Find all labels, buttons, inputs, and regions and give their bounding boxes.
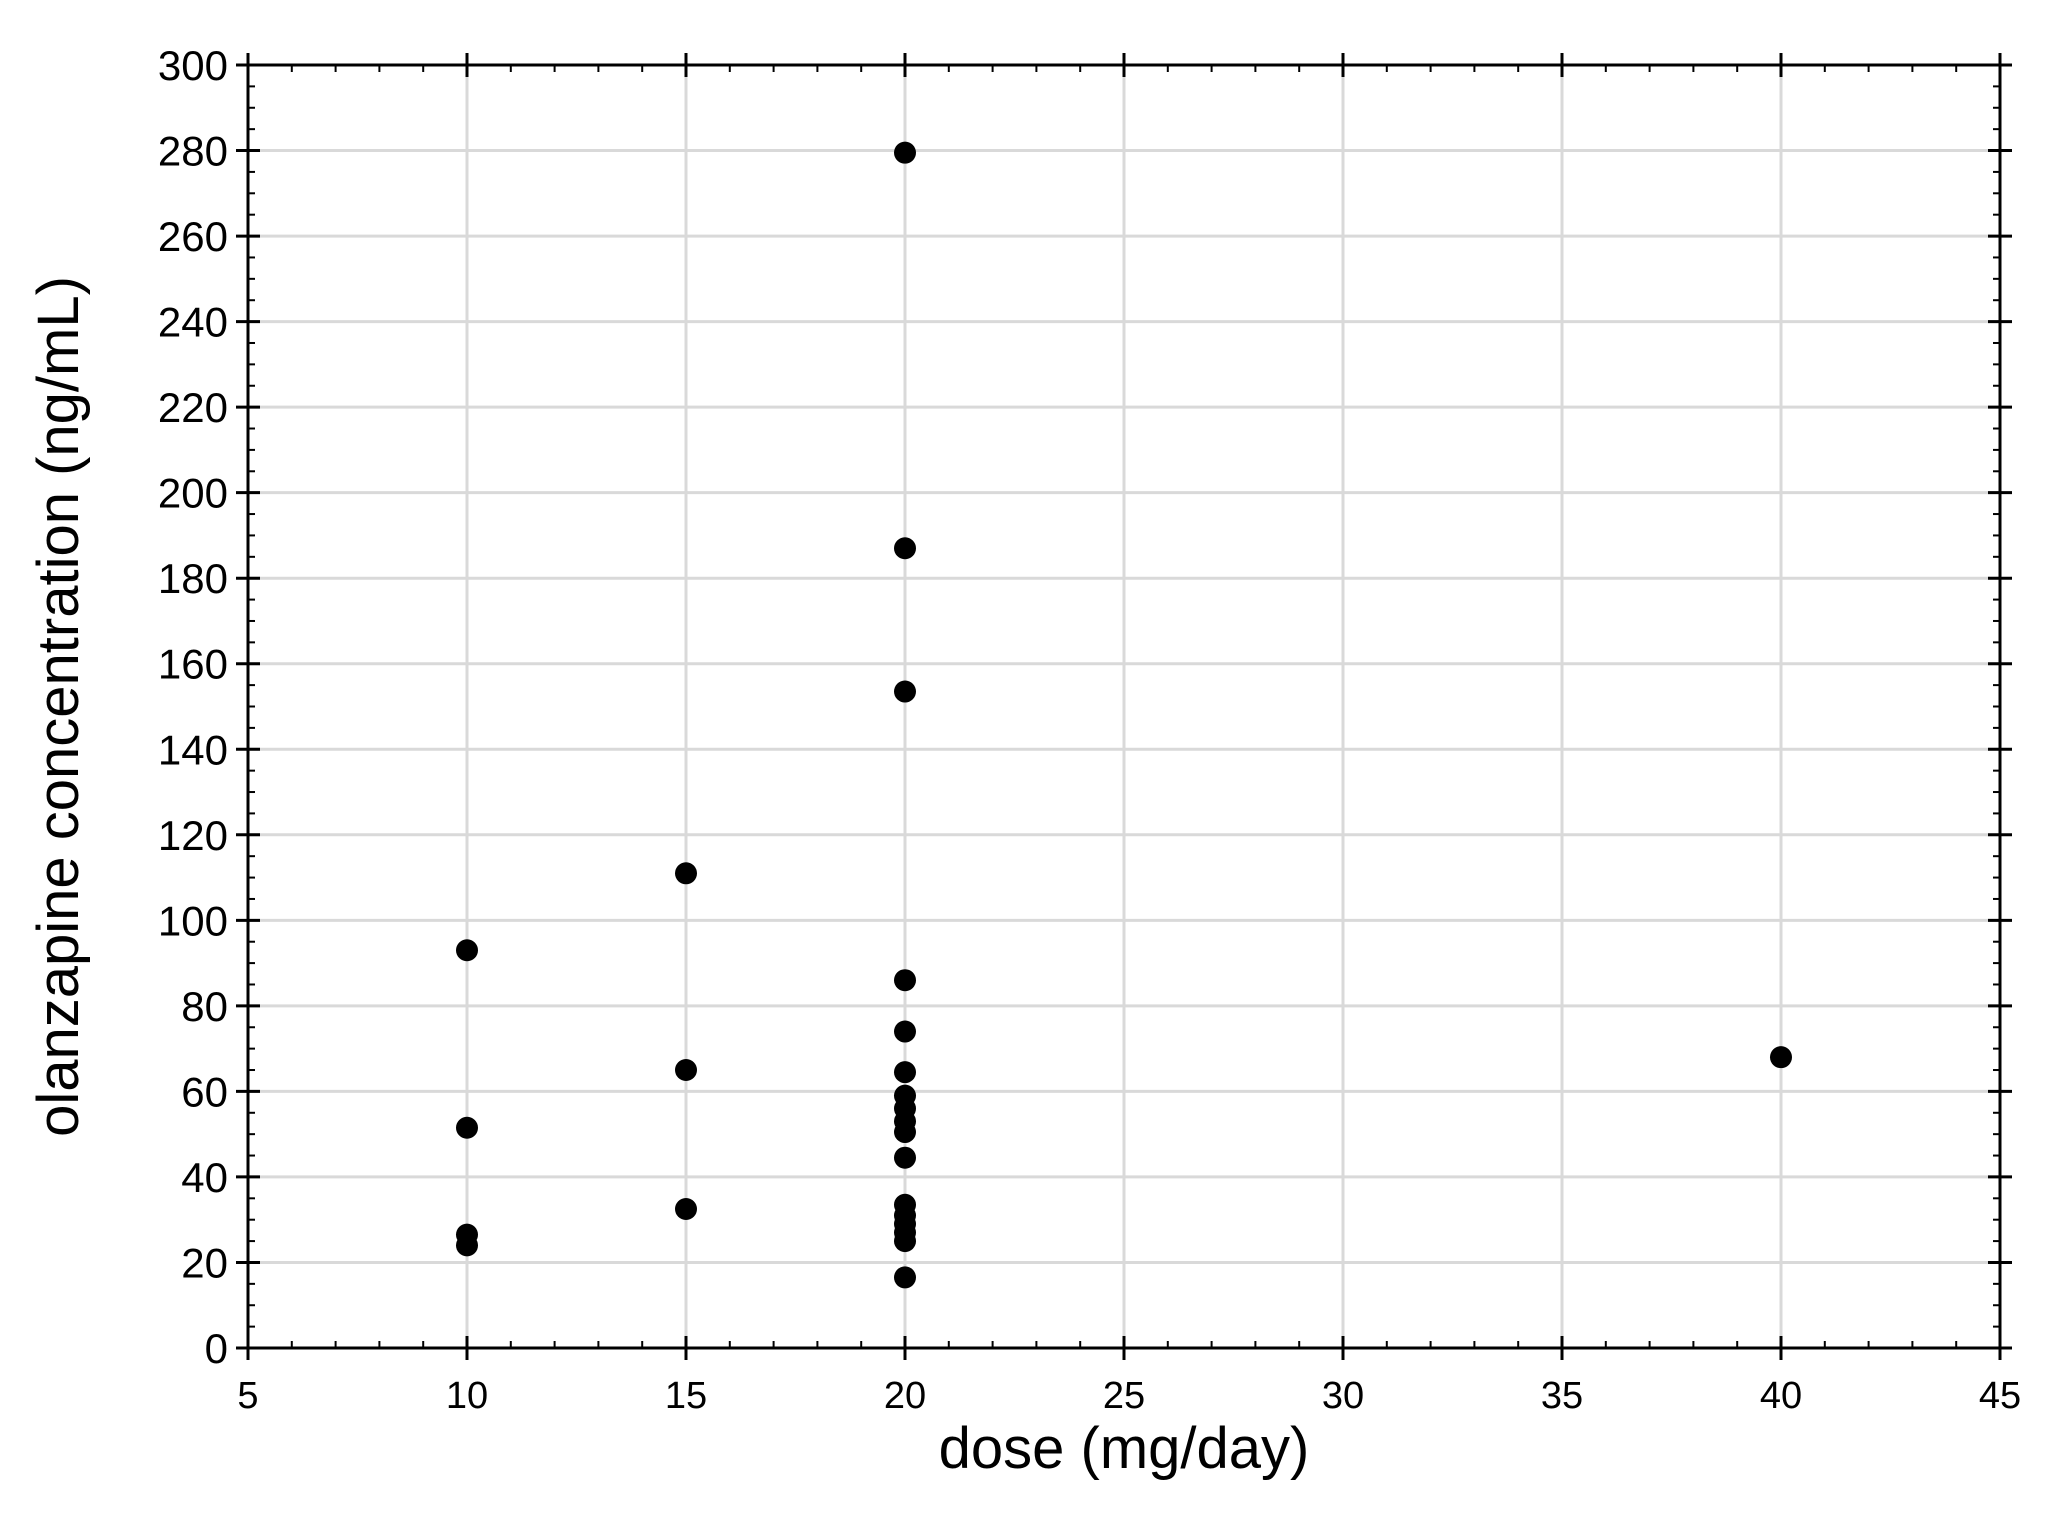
data-point [1770, 1046, 1792, 1069]
y-tick-label: 40 [181, 1154, 228, 1201]
x-tick-label: 20 [884, 1375, 926, 1417]
data-point [894, 141, 916, 164]
data-point [894, 1020, 916, 1043]
data-point [894, 537, 916, 560]
data-points [456, 141, 1792, 1289]
y-tick-label: 60 [181, 1068, 228, 1115]
y-tick-label: 180 [158, 555, 228, 602]
data-point [894, 1266, 916, 1289]
x-axis-ticks: 5 10 15 20 25 30 35 40 45 [237, 53, 2021, 1417]
x-axis-title: dose (mg/day) [939, 1416, 1310, 1481]
data-point [894, 1146, 916, 1169]
y-tick-label: 280 [158, 128, 228, 175]
y-tick-label: 300 [158, 42, 228, 89]
data-point [675, 862, 697, 885]
x-tick-label: 5 [237, 1375, 258, 1417]
y-axis-title: olanzapine concentration (ng/mL) [26, 276, 91, 1137]
y-tick-label: 20 [181, 1239, 228, 1286]
data-point [675, 1059, 697, 1082]
data-point [456, 1234, 478, 1257]
y-tick-label: 260 [158, 213, 228, 260]
data-point [894, 969, 916, 992]
data-point [894, 1061, 916, 1084]
y-tick-label: 120 [158, 812, 228, 859]
y-tick-label: 160 [158, 641, 228, 688]
y-tick-label: 200 [158, 470, 228, 517]
y-tick-label: 80 [181, 983, 228, 1030]
data-point [894, 1230, 916, 1253]
y-tick-label: 140 [158, 726, 228, 773]
x-tick-label: 45 [1979, 1375, 2021, 1417]
y-tick-label: 0 [205, 1325, 228, 1372]
x-tick-label: 15 [665, 1375, 707, 1417]
data-point [456, 939, 478, 962]
grid [248, 65, 2000, 1348]
y-tick-label: 220 [158, 384, 228, 431]
x-tick-label: 35 [1541, 1375, 1583, 1417]
y-tick-label: 240 [158, 299, 228, 346]
y-tick-label: 100 [158, 897, 228, 944]
x-tick-label: 30 [1322, 1375, 1364, 1417]
data-point [894, 680, 916, 703]
x-tick-label: 25 [1103, 1375, 1145, 1417]
x-tick-label: 40 [1760, 1375, 1802, 1417]
data-point [456, 1116, 478, 1139]
data-point [894, 1121, 916, 1144]
data-point [675, 1198, 697, 1221]
x-tick-label: 10 [446, 1375, 488, 1417]
